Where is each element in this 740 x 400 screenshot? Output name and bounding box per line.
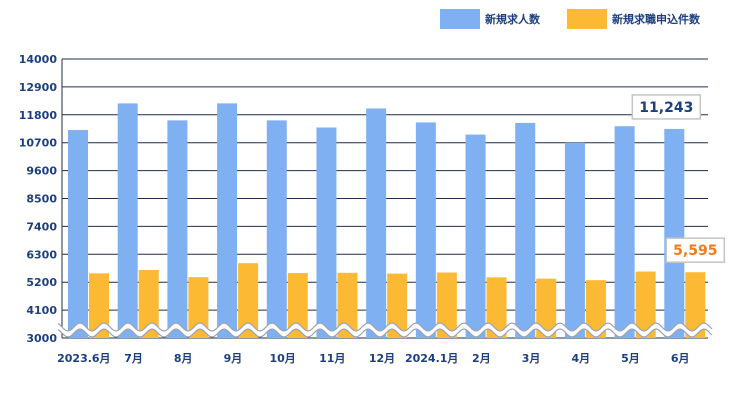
x-tick-label: 12月: [369, 352, 395, 365]
bar-new-openings: [366, 108, 387, 338]
y-tick-label: 8500: [26, 193, 57, 206]
bar-new-openings: [465, 134, 486, 338]
y-tick-label: 7400: [26, 220, 57, 233]
callout-box: [665, 237, 726, 263]
x-tick-label: 9月: [224, 352, 243, 365]
y-tick-label: 9600: [26, 165, 57, 178]
bar-new-applications: [337, 272, 358, 338]
bar-new-applications: [287, 273, 308, 338]
y-tick-label: 10700: [19, 137, 58, 150]
legend-item-new-openings: 新規求人数: [440, 9, 540, 29]
bar-new-applications: [536, 278, 557, 338]
bar-new-applications: [635, 271, 656, 338]
x-tick-label: 8月: [174, 352, 193, 365]
bar-new-applications: [685, 272, 706, 338]
callout-box: [631, 94, 702, 120]
axis-break-band: [58, 323, 712, 337]
y-tick-label: 3000: [26, 332, 57, 345]
legend-item-new-applications: 新規求職申込件数: [567, 9, 700, 29]
x-tick-label: 7月: [124, 352, 143, 365]
bar-new-openings: [167, 120, 188, 338]
x-tick-label: 2月: [472, 352, 491, 365]
bar-new-applications: [585, 280, 606, 338]
y-tick-label: 12900: [19, 81, 58, 94]
legend-swatch-new-openings: [440, 9, 480, 29]
x-tick-label: 11月: [319, 352, 345, 365]
y-tick-label: 14000: [19, 53, 58, 66]
bar-new-applications: [436, 272, 457, 338]
bar-new-openings: [415, 122, 436, 338]
callout-label: 11,243: [639, 100, 693, 116]
bar-new-applications: [238, 263, 259, 338]
bar-new-openings: [614, 126, 635, 338]
x-tick-label: 2023.6月: [57, 352, 110, 365]
legend-label-new-openings: 新規求人数: [485, 13, 540, 26]
bar-new-applications: [138, 270, 159, 338]
bar-new-openings: [68, 130, 88, 338]
bar-new-openings: [266, 120, 287, 338]
y-tick-label: 5200: [26, 276, 57, 289]
bar-new-openings: [664, 128, 685, 338]
bar-new-openings: [217, 103, 238, 339]
axis-break-line: [57, 328, 713, 338]
bar-new-openings: [564, 142, 585, 338]
axis-break-line: [57, 322, 713, 332]
legend-swatch-new-applications: [567, 9, 607, 29]
bar-new-openings: [515, 122, 536, 338]
bar-new-openings: [316, 127, 337, 339]
x-tick-label: 6月: [671, 352, 690, 365]
x-tick-label: 2024.1月: [405, 352, 458, 365]
callout-label: 5,595: [673, 243, 717, 259]
bar-new-applications: [188, 277, 209, 338]
x-tick-label: 10月: [269, 352, 295, 365]
y-tick-label: 11800: [19, 109, 58, 122]
x-tick-label: 5月: [621, 352, 640, 365]
legend-label-new-applications: 新規求職申込件数: [612, 13, 700, 26]
bar-new-applications: [387, 273, 408, 338]
x-tick-label: 4月: [571, 352, 590, 365]
bar-new-applications: [89, 273, 109, 338]
bar-new-openings: [117, 103, 138, 339]
bar-new-applications: [486, 277, 507, 338]
y-tick-label: 4100: [26, 304, 57, 317]
x-tick-label: 3月: [522, 352, 541, 365]
y-tick-label: 6300: [26, 248, 57, 261]
